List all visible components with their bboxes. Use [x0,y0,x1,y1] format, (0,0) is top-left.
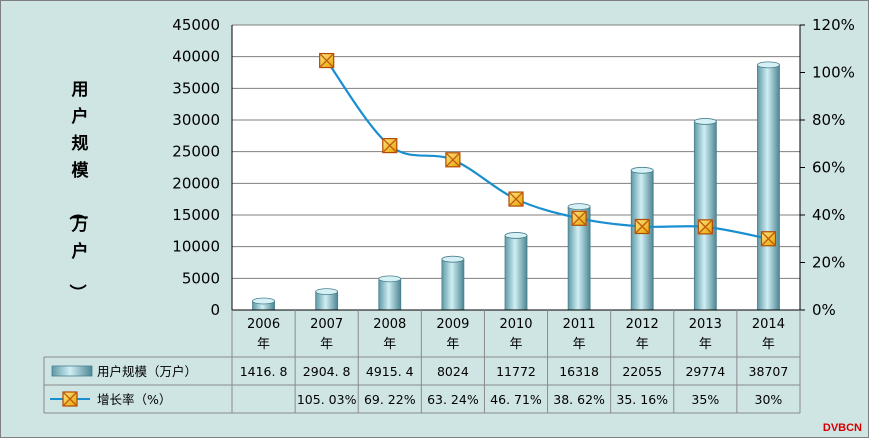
data-label-growth: 38. 62% [553,392,605,407]
bar [441,258,465,311]
y-axis-title-char: 模 [72,160,90,181]
x-tick-label: 2011 [563,317,596,332]
x-tick-label: 年 [699,337,712,352]
bar-cap [252,297,275,305]
x-tick-label: 年 [320,337,333,352]
data-label-growth: 35% [691,392,719,407]
bar-cap [567,203,591,211]
legend-line-marker-cross [62,391,78,407]
y-tick-label: 5000 [182,269,220,287]
x-tick-label: 年 [636,337,649,352]
data-label-users: 4915. 4 [366,364,414,379]
y-tick-label: 20000 [172,174,220,192]
x-tick-label: 2013 [689,317,722,332]
y-axis-title-char: 万 [71,215,89,235]
growth-rate-marker-cross [445,152,461,168]
y2-tick-label: 0% [812,301,836,319]
growth-rate-marker-cross [571,210,587,226]
x-tick-label: 年 [509,337,522,352]
data-label-growth: 69. 22% [364,392,416,407]
y-tick-label: 10000 [172,238,220,256]
legend-line-label: 增长率（%） [97,392,171,407]
legend-bar-label: 用户规模（万户） [97,364,197,379]
legend-bar-swatch [51,365,93,377]
data-label-users: 38707 [749,364,789,379]
y-tick-label: 35000 [172,79,220,97]
x-tick-label: 2010 [499,317,532,332]
bar [757,64,780,311]
x-tick-label: 2012 [626,317,659,332]
bar-cap [504,232,528,239]
bar-cap [315,288,339,296]
data-table: 2006 年 2007 年 2008 年 2009 年 2010 年 2011 年 2012 年 2013 年… [43,310,801,414]
x-tick-label: 2007 [310,317,343,332]
y-tick-label: 30000 [172,111,220,129]
data-label-users: 1416. 8 [240,364,288,379]
bar-cap [630,166,654,174]
bar [630,169,654,311]
y2-tick-label: 100% [812,64,855,82]
bar-cap [441,255,465,263]
y-axis-title-char: （ [67,203,88,220]
x-tick-label: 年 [762,337,775,352]
x-tick-label: 2014 [752,317,785,332]
data-label-growth: 105. 03% [297,392,357,407]
y2-tick-label: 20% [812,254,845,272]
y-tick-label: 45000 [172,16,220,34]
x-tick-label: 年 [446,337,459,352]
y-tick-label: 0 [210,301,220,319]
bar-series [252,61,780,311]
growth-rate-marker-cross [697,219,713,235]
growth-rate-marker-cross [508,191,524,207]
y-tick-label: 40000 [172,48,220,66]
data-label-users: 8024 [437,364,469,379]
growth-rate-marker-cross [634,219,650,234]
y-axis-title-char: 户 [72,106,89,127]
y2-tick-label: 60% [812,159,845,177]
data-label-growth: 46. 71% [490,392,542,407]
growth-rate-marker-cross [319,53,335,69]
bar-cap [757,61,780,69]
y-tick-label: 15000 [172,206,220,224]
data-label-users: 11772 [496,364,536,379]
y2-tick-label: 80% [812,111,845,129]
axes: 0 5000 10000 15000 20000 25000 30000 35000 40000… [172,16,855,319]
data-label-users: 2904. 8 [303,364,351,379]
x-tick-label: 年 [573,337,586,352]
y-axis-title: 用户规模（万户） [67,80,90,301]
bar [693,121,717,311]
y2-tick-label: 120% [812,16,855,34]
bar-cap [378,275,402,283]
watermark-text: DVBCN [823,422,862,434]
y-axis-title-char: ） [67,284,88,301]
y-axis-title-char: 用 [72,80,89,100]
data-label-users: 16318 [559,364,599,379]
bar-cap [693,118,717,125]
growth-rate-marker-cross [760,231,776,247]
x-tick-label: 2009 [436,317,469,332]
growth-rate-marker-cross [382,138,398,154]
x-tick-label: 2008 [373,317,406,332]
bar [378,278,402,311]
data-label-growth: 35. 16% [616,392,668,407]
y-axis-title-char: 规 [72,134,89,154]
data-label-growth: 30% [755,392,783,407]
data-label-growth: 63. 24% [427,392,479,407]
y2-tick-label: 40% [812,206,845,224]
bar [504,235,528,311]
y-axis-title-char: 户 [72,241,89,262]
x-tick-label: 年 [383,337,396,352]
growth-rate-series [319,52,777,247]
x-tick-label: 年 [257,337,270,352]
y-tick-label: 25000 [172,143,220,161]
data-label-users: 29774 [685,364,725,379]
data-label-users: 22055 [622,364,662,379]
x-tick-label: 2006 [247,317,280,332]
